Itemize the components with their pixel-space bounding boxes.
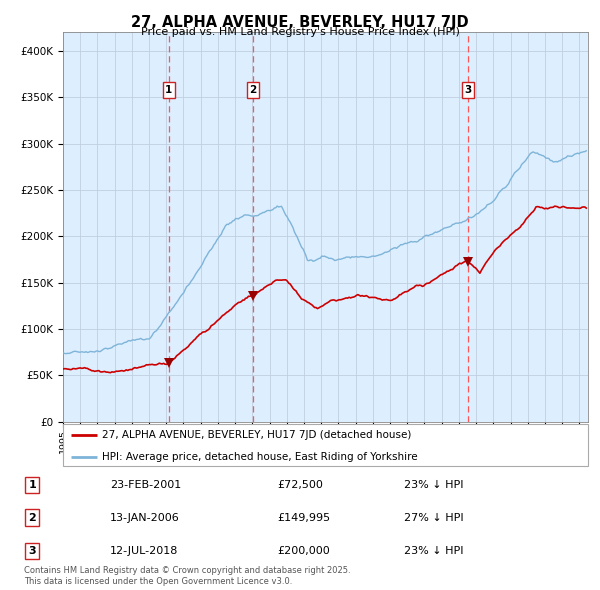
Text: Price paid vs. HM Land Registry's House Price Index (HPI): Price paid vs. HM Land Registry's House … — [140, 27, 460, 37]
Text: 27, ALPHA AVENUE, BEVERLEY, HU17 7JD: 27, ALPHA AVENUE, BEVERLEY, HU17 7JD — [131, 15, 469, 30]
Text: 3: 3 — [464, 85, 472, 95]
Text: £72,500: £72,500 — [277, 480, 323, 490]
Text: 13-JAN-2006: 13-JAN-2006 — [110, 513, 179, 523]
Text: 27, ALPHA AVENUE, BEVERLEY, HU17 7JD (detached house): 27, ALPHA AVENUE, BEVERLEY, HU17 7JD (de… — [103, 430, 412, 440]
Text: £149,995: £149,995 — [277, 513, 330, 523]
Text: HPI: Average price, detached house, East Riding of Yorkshire: HPI: Average price, detached house, East… — [103, 452, 418, 462]
Text: 1: 1 — [165, 85, 172, 95]
Text: 2: 2 — [28, 513, 36, 523]
Text: 12-JUL-2018: 12-JUL-2018 — [110, 546, 178, 556]
Text: 23-FEB-2001: 23-FEB-2001 — [110, 480, 181, 490]
Text: Contains HM Land Registry data © Crown copyright and database right 2025.: Contains HM Land Registry data © Crown c… — [24, 566, 350, 575]
Text: 23% ↓ HPI: 23% ↓ HPI — [404, 546, 463, 556]
Text: 3: 3 — [28, 546, 36, 556]
Text: This data is licensed under the Open Government Licence v3.0.: This data is licensed under the Open Gov… — [24, 577, 292, 586]
Text: 23% ↓ HPI: 23% ↓ HPI — [404, 480, 463, 490]
Text: 27% ↓ HPI: 27% ↓ HPI — [404, 513, 463, 523]
Text: 2: 2 — [250, 85, 257, 95]
Text: £200,000: £200,000 — [277, 546, 330, 556]
FancyBboxPatch shape — [63, 424, 588, 466]
Text: 1: 1 — [28, 480, 36, 490]
